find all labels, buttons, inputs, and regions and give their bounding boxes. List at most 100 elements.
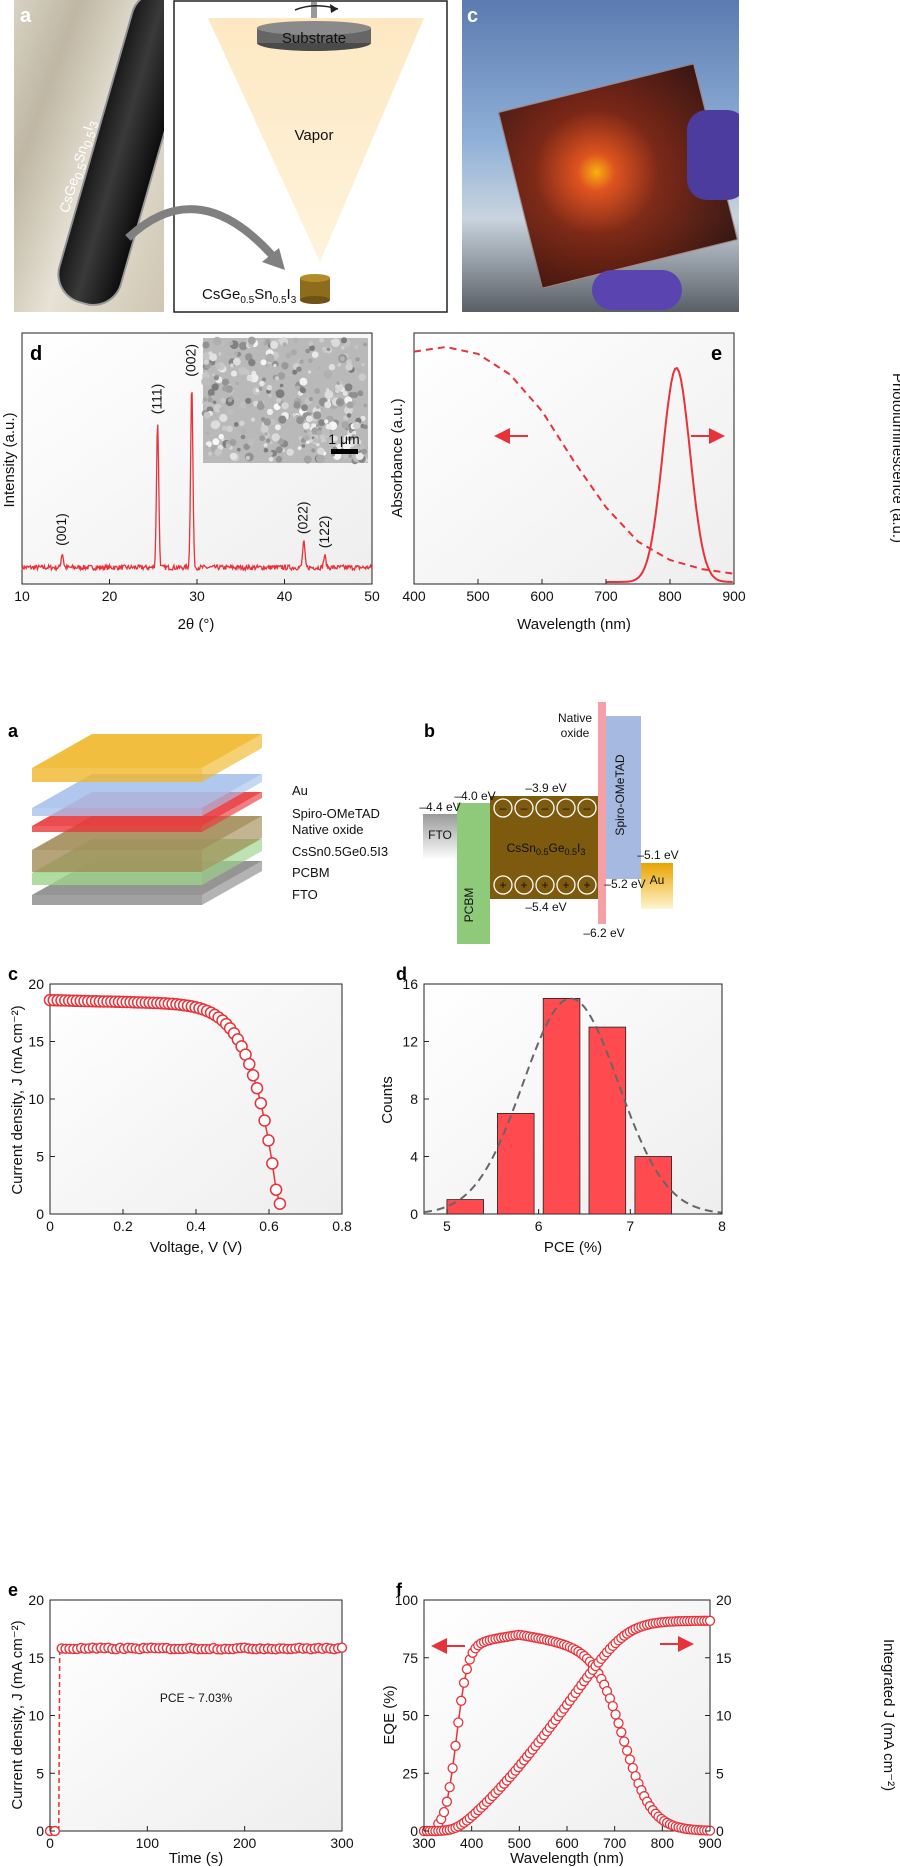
sem-grain bbox=[317, 447, 325, 455]
sem-grain bbox=[279, 432, 283, 436]
sem-grain bbox=[308, 341, 314, 346]
eqe-point bbox=[450, 1740, 461, 1751]
sem-grain bbox=[263, 443, 268, 448]
jint-ytick-label: 0 bbox=[716, 1823, 724, 1839]
sem-grain bbox=[302, 422, 310, 430]
electron-sign: – bbox=[521, 801, 528, 815]
eqe-x-label: Wavelength (nm) bbox=[510, 1850, 624, 1867]
hole-circle bbox=[514, 875, 534, 895]
sem-grain bbox=[312, 437, 318, 443]
sem-grain bbox=[363, 403, 368, 408]
sem-grain bbox=[264, 432, 268, 436]
sem-grain bbox=[319, 434, 325, 440]
hist-ytick-label: 8 bbox=[410, 1091, 418, 1107]
fig2-label-a: a bbox=[8, 721, 19, 741]
sem-grain bbox=[213, 375, 219, 381]
stack-label: Native oxide bbox=[292, 822, 364, 837]
electron-circle bbox=[535, 798, 555, 818]
sem-grain bbox=[219, 406, 226, 414]
sem-grain bbox=[226, 408, 234, 416]
fig1-label-c: c bbox=[467, 5, 478, 27]
eqe-xtick-label: 500 bbox=[508, 1835, 532, 1851]
sem-grain bbox=[210, 420, 220, 430]
stability-jump bbox=[58, 1648, 61, 1832]
electron-sign: – bbox=[584, 801, 591, 815]
sem-grain bbox=[309, 439, 313, 443]
sem-grain bbox=[304, 429, 308, 433]
electron-circle bbox=[577, 798, 597, 818]
hist-xtick-label: 5 bbox=[443, 1218, 451, 1234]
transfer-arrowhead bbox=[262, 248, 285, 270]
eqe-point bbox=[621, 1745, 633, 1756]
sem-grain bbox=[342, 442, 351, 451]
sem-grain bbox=[308, 397, 313, 402]
sem-grain bbox=[263, 341, 267, 346]
sem-grain bbox=[325, 423, 332, 430]
spectra-xtick-label: 700 bbox=[594, 588, 618, 604]
sem-grain bbox=[245, 397, 252, 404]
spindle bbox=[311, 2, 317, 18]
histogram-x-label: PCE (%) bbox=[544, 1239, 602, 1256]
sem-grain bbox=[229, 438, 237, 447]
pcbm-layer-side bbox=[202, 839, 262, 885]
fig2-label-b: b bbox=[424, 721, 435, 741]
sem-grain bbox=[246, 375, 253, 382]
spectra-xtick-label: 500 bbox=[466, 588, 490, 604]
sem-grain bbox=[355, 452, 364, 461]
fig1-label-a: a bbox=[20, 5, 32, 27]
level-fto: –4.4 eV bbox=[419, 800, 460, 814]
jv-point bbox=[250, 1081, 264, 1095]
sem-grain bbox=[220, 397, 226, 404]
fig2-label-e: e bbox=[8, 1580, 18, 1600]
sem-grain bbox=[361, 448, 367, 455]
sem-grain bbox=[229, 396, 234, 400]
scale-bar-label: 1 μm bbox=[328, 431, 359, 447]
hole-sign: + bbox=[520, 878, 527, 892]
eqe-point bbox=[447, 1762, 458, 1774]
stab-xtick-label: 300 bbox=[330, 1835, 354, 1851]
stab-xtick-label: 200 bbox=[233, 1835, 257, 1851]
jv-point bbox=[262, 1134, 275, 1147]
sem-grain bbox=[316, 430, 322, 435]
sem-grain bbox=[281, 362, 289, 370]
sem-grain bbox=[245, 353, 253, 361]
sem-grain bbox=[243, 443, 250, 451]
sem-grain bbox=[239, 400, 248, 409]
sem-grain bbox=[230, 370, 238, 377]
sem-grain bbox=[271, 433, 280, 442]
jint-ytick-label: 20 bbox=[716, 1592, 732, 1608]
sem-grain bbox=[205, 431, 210, 435]
spectra-xtick-label: 800 bbox=[658, 588, 682, 604]
sem-grain bbox=[226, 425, 233, 433]
sem-grain bbox=[353, 400, 357, 404]
sem-grain bbox=[275, 446, 283, 454]
native-oxide-layer-side bbox=[202, 792, 262, 832]
sem-grain bbox=[313, 411, 322, 420]
sem-grain bbox=[208, 388, 215, 396]
sem-grain bbox=[251, 417, 255, 422]
absorbance-curve bbox=[413, 345, 735, 575]
substrate-top bbox=[257, 21, 371, 35]
sem-grain bbox=[263, 418, 271, 426]
sem-grain bbox=[316, 405, 320, 409]
substrate-label: Substrate bbox=[282, 30, 346, 47]
eqe-xtick-label: 900 bbox=[698, 1835, 722, 1851]
sem-grain bbox=[324, 419, 329, 424]
hist-xtick-label: 8 bbox=[718, 1218, 726, 1234]
jv-xtick-label: 0.4 bbox=[186, 1218, 206, 1234]
eqe-ytick-label: 100 bbox=[395, 1592, 419, 1608]
jint-y-label: Integrated J (mA cm⁻²) bbox=[880, 1639, 897, 1791]
sem-grain bbox=[276, 398, 282, 403]
fig2-panel-b-band-diagram: b FTO PCBM –+–+–+–+–+ CsSn0.5Ge0.5I3 Spi… bbox=[419, 702, 679, 944]
jv-point bbox=[246, 1069, 260, 1082]
absorber-layer-side bbox=[202, 816, 262, 872]
crucible-base bbox=[300, 296, 330, 304]
sem-grain bbox=[308, 358, 313, 363]
sem-grain bbox=[305, 440, 310, 445]
sem-grain bbox=[353, 421, 361, 430]
sem-grain bbox=[305, 415, 313, 423]
panel-d-xrd: d (001) (111) (002) (022) (122) 1 μm 10 20 30 4… bbox=[1, 332, 380, 633]
sem-grain bbox=[351, 391, 358, 399]
